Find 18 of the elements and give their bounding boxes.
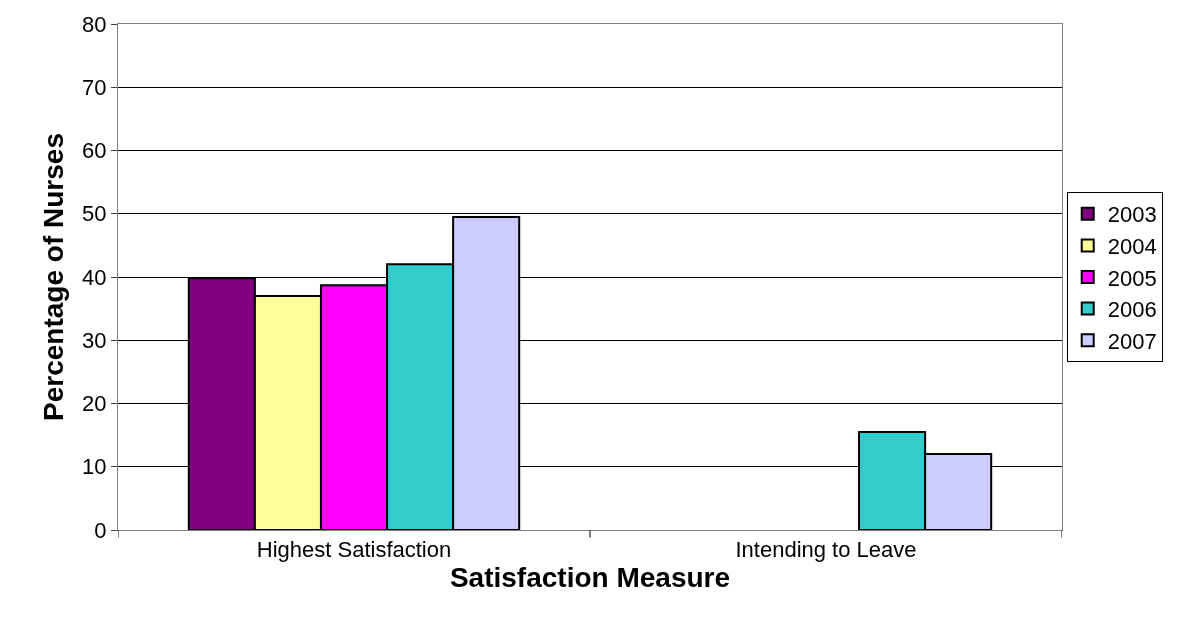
- y-tick-label: 20: [82, 391, 107, 417]
- y-tick-label: 70: [82, 74, 107, 100]
- y-tick-label: 10: [82, 454, 107, 480]
- y-tick-label: 80: [82, 11, 107, 37]
- y-tick-label: 60: [82, 138, 107, 164]
- y-tick-label: 0: [94, 517, 107, 543]
- legend-label: 2005: [1107, 265, 1157, 291]
- legend-label: 2007: [1107, 328, 1157, 354]
- y-axis-title: Percentage of Nurses: [37, 133, 69, 421]
- y-tick-label: 50: [82, 201, 107, 227]
- legend-label: 2004: [1107, 233, 1157, 259]
- x-axis-title: Satisfaction Measure: [449, 562, 731, 594]
- legend-label: 2006: [1107, 297, 1157, 323]
- legend-label: 2003: [1107, 202, 1157, 228]
- y-tick-label: 40: [82, 264, 107, 290]
- y-tick-label: 30: [82, 327, 107, 353]
- x-tick-label: Intending to Leave: [735, 537, 917, 563]
- x-tick-label: Highest Satisfaction: [256, 537, 452, 563]
